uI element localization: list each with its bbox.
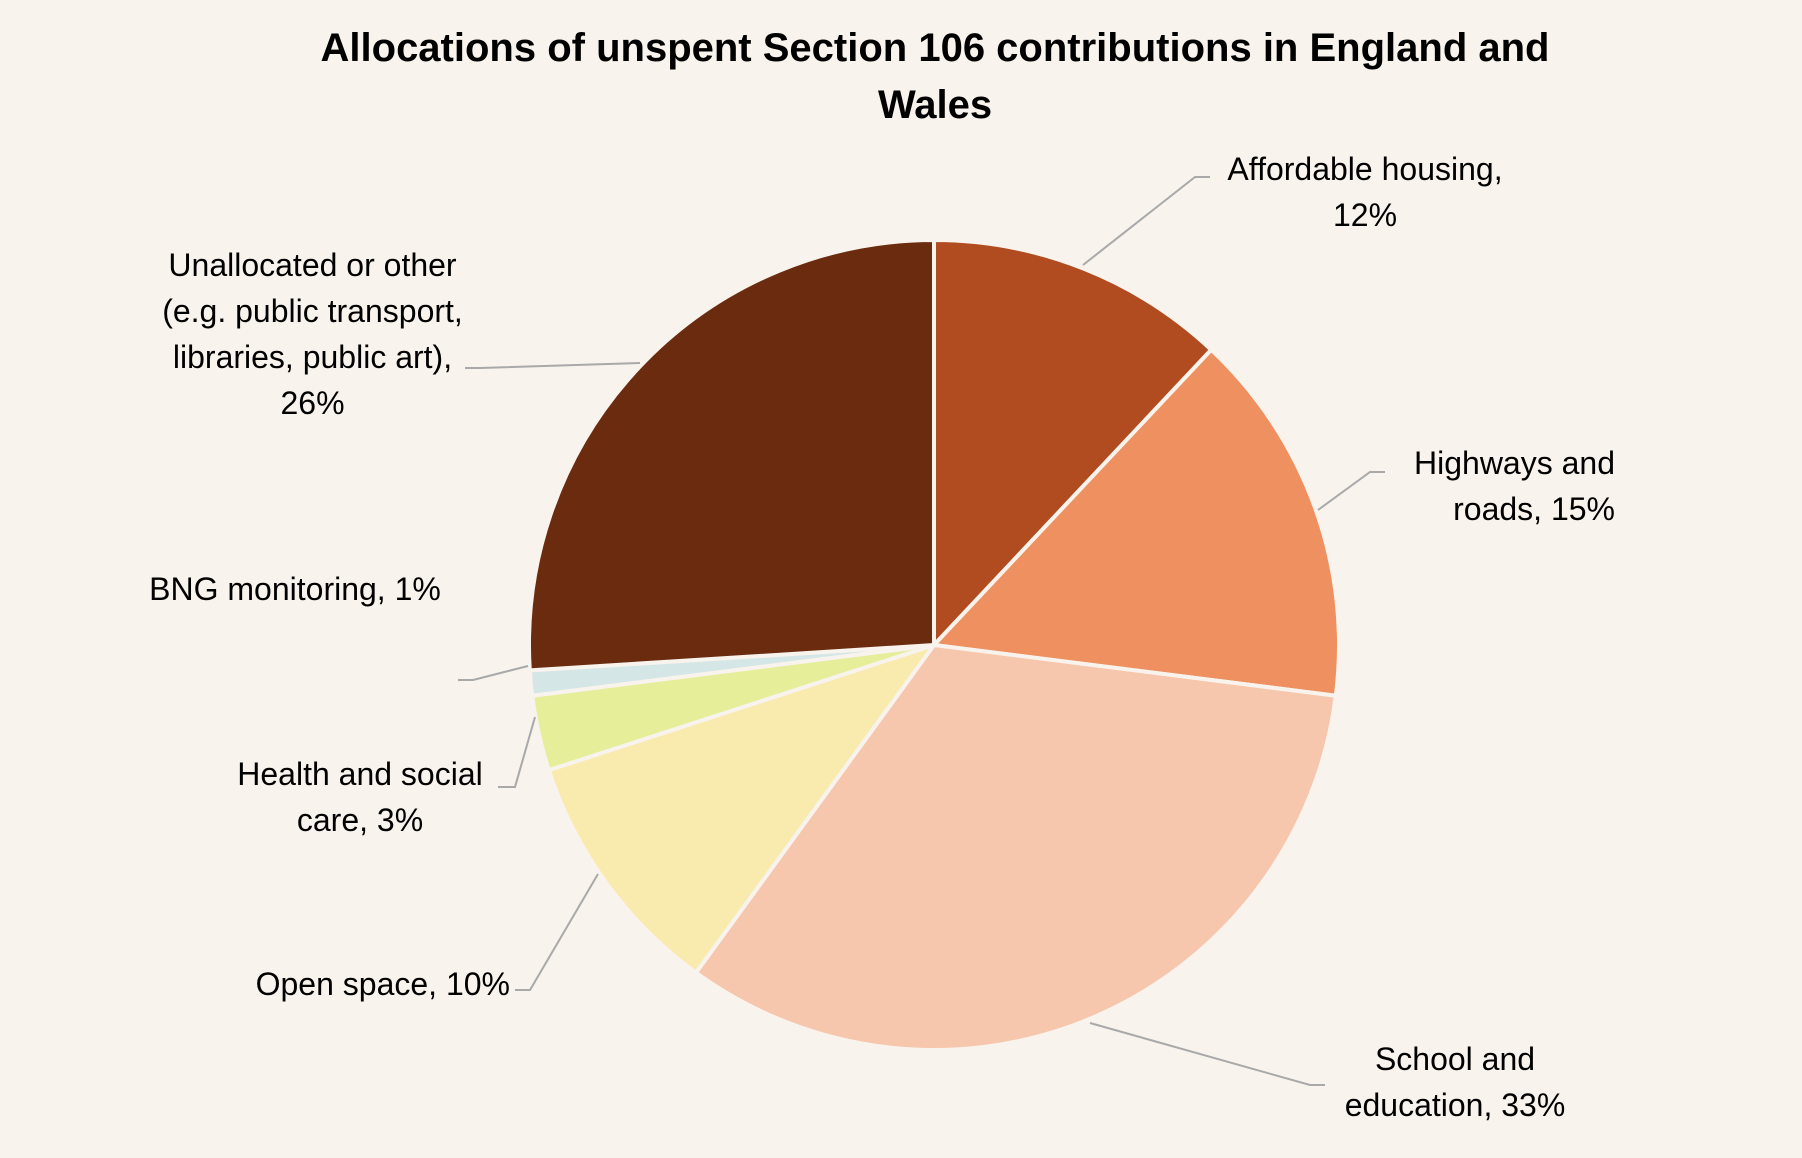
chart-title: Allocations of unspent Section 106 contr… xyxy=(320,26,1550,127)
slice-label-unallocated-or-other: Unallocated or other (e.g. public transp… xyxy=(162,247,463,421)
pie-slice-open-space xyxy=(546,643,936,975)
leader-line-highways-and-roads xyxy=(1317,471,1385,511)
leader-line-school-and-education xyxy=(1089,1022,1325,1086)
leader-line-open-space xyxy=(515,873,599,991)
leader-line-health-and-social-care xyxy=(498,716,536,788)
slice-label-health-and-social-care: Health and social care, 3% xyxy=(237,756,483,838)
pie-slice-unallocated-or-other xyxy=(527,238,936,673)
pie-slice-affordable-housing xyxy=(932,238,1214,647)
slice-label-affordable-housing: Affordable housing, 12% xyxy=(1227,151,1503,233)
slice-label-highways-and-roads: Highways and roads, 15% xyxy=(1414,445,1615,527)
pie-slice-school-and-education xyxy=(693,643,1338,1052)
slice-label-bng-monitoring: BNG monitoring, 1% xyxy=(149,571,441,607)
leader-line-unallocated-or-other xyxy=(465,362,641,369)
slice-label-open-space: Open space, 10% xyxy=(255,966,510,1002)
slice-label-school-and-education: School and education, 33% xyxy=(1344,1041,1566,1123)
leader-line-bng-monitoring xyxy=(458,665,529,681)
leader-line-affordable-housing xyxy=(1082,176,1210,266)
pie-slice-highways-and-roads xyxy=(932,347,1342,698)
